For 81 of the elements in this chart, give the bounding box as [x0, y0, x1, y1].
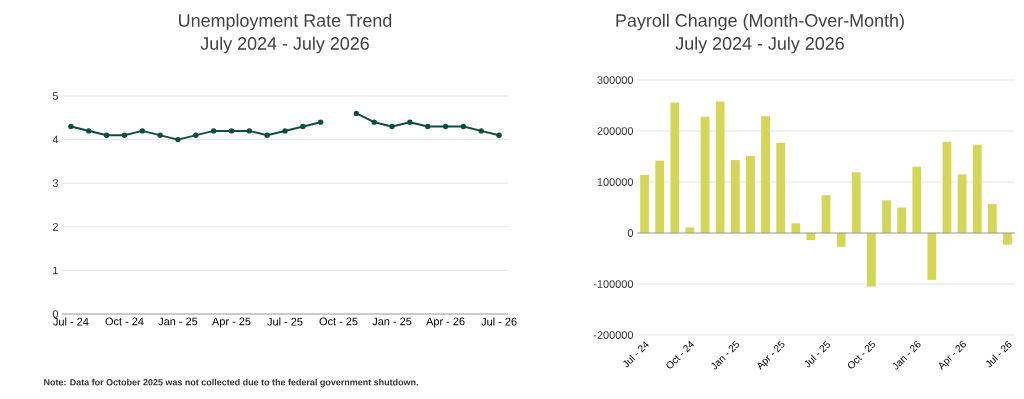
bar — [942, 141, 952, 233]
y-tick-label: 1 — [53, 266, 58, 275]
x-tick-label: Apr - 26 — [426, 317, 465, 328]
point — [442, 123, 449, 130]
bar — [882, 200, 891, 233]
point — [264, 132, 270, 138]
chart-subtitle: July 2024 - July 2026 — [675, 36, 844, 54]
point — [478, 128, 484, 134]
bar — [730, 160, 740, 233]
x-tick-label: Apr - 25 — [212, 317, 251, 328]
y-tick-label: 2 — [52, 222, 58, 231]
y-tick-label: 0 — [627, 229, 634, 237]
bar — [700, 116, 710, 233]
point — [425, 123, 431, 130]
point — [121, 132, 128, 138]
point — [300, 123, 306, 130]
x-tick-label: Jan - 26 — [892, 341, 921, 370]
point — [139, 128, 145, 134]
bar — [1003, 233, 1012, 245]
bar — [866, 233, 876, 287]
text: Note: Data for October 2025 was not collected due to the federal government shutdown. — [44, 378, 418, 388]
y-tick-label: 4 — [52, 135, 59, 144]
x-tick-label: Oct - 25 — [319, 317, 358, 326]
bar — [791, 223, 801, 233]
bar — [987, 203, 997, 233]
y-tick-label: 3 — [52, 179, 58, 188]
y-tick-label: 200000 — [597, 127, 634, 135]
x-tick-label: Oct - 24 — [666, 340, 694, 369]
bar — [670, 102, 680, 233]
y-tick-label: 0 — [52, 310, 59, 318]
point — [68, 123, 74, 130]
point — [86, 128, 92, 134]
bar — [897, 207, 906, 233]
x-tick-label: Oct - 25 — [847, 340, 876, 369]
point — [371, 119, 377, 125]
x-tick-label: Apr - 26 — [939, 341, 966, 370]
x-tick-label: Jul - 24 — [623, 341, 649, 368]
point — [282, 128, 288, 134]
x-tick-label: Apr - 25 — [757, 340, 785, 370]
y-tick-label: -200000 — [593, 331, 634, 339]
bar — [715, 101, 725, 233]
point — [157, 132, 163, 138]
x-tick-label: Jan - 25 — [372, 317, 412, 326]
x-tick-label: Jul - 26 — [986, 341, 1012, 368]
x-tick-label: Oct - 24 — [105, 317, 144, 326]
x-tick-label: Jan - 25 — [711, 340, 740, 370]
x-tick-label: Jul - 25 — [267, 317, 303, 326]
x-tick-label: Jul - 25 — [804, 340, 830, 368]
point — [407, 119, 413, 125]
y-tick-label: -100000 — [593, 280, 634, 288]
bar — [640, 174, 649, 233]
point — [246, 128, 253, 134]
point — [210, 128, 217, 134]
y-tick-label: 100000 — [597, 178, 634, 186]
y-tick-label: 300000 — [597, 76, 634, 84]
point — [228, 128, 235, 134]
point — [103, 132, 110, 138]
point — [175, 136, 181, 143]
point — [460, 123, 467, 130]
x-tick-label: Jul - 26 — [481, 317, 517, 326]
point — [389, 123, 395, 130]
point — [496, 132, 502, 138]
point — [317, 119, 324, 125]
bar — [761, 116, 770, 233]
point — [353, 110, 360, 117]
y-tick-label: 5 — [52, 92, 59, 100]
bar — [655, 160, 665, 233]
bar — [972, 144, 982, 233]
x-tick-label: Jul - 24 — [53, 317, 89, 326]
bar — [746, 155, 755, 233]
chart-title: Unemployment Rate Trend — [179, 13, 392, 31]
bar — [836, 233, 846, 247]
bar — [927, 233, 937, 280]
bar — [912, 166, 922, 233]
bar — [851, 172, 861, 233]
bar — [957, 174, 967, 233]
chart-title: Payroll Change (Month-Over-Month) — [616, 13, 904, 31]
point — [193, 132, 199, 138]
chart-subtitle: July 2024 - July 2026 — [200, 36, 369, 54]
x-tick-label: Jan - 25 — [158, 317, 198, 326]
bar — [776, 142, 786, 233]
